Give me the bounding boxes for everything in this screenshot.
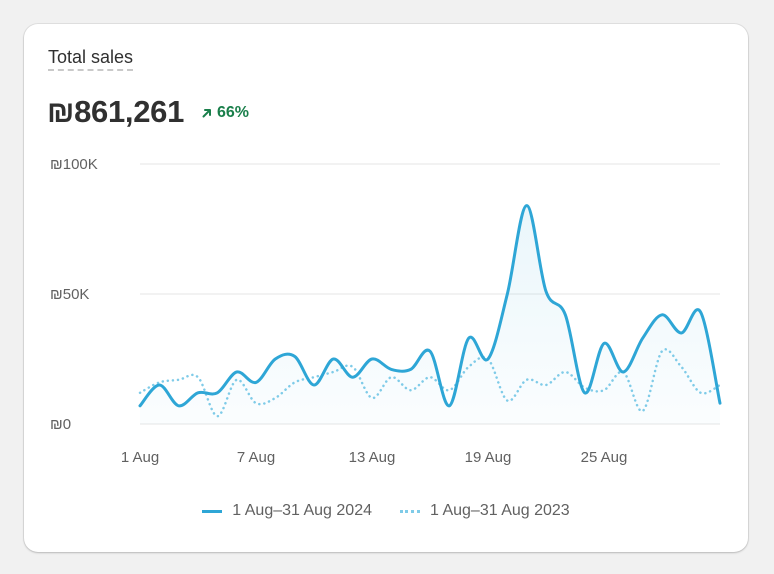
point-2023[interactable] (525, 378, 529, 382)
point-2023[interactable] (138, 391, 142, 395)
point-2024[interactable] (467, 336, 471, 340)
point-2024[interactable] (273, 357, 277, 361)
point-2023[interactable] (641, 409, 645, 413)
point-2024[interactable] (254, 380, 258, 384)
point-2023[interactable] (679, 365, 683, 369)
point-2023[interactable] (215, 414, 219, 418)
point-2023[interactable] (389, 375, 393, 379)
point-2023[interactable] (563, 370, 567, 374)
point-2023[interactable] (583, 386, 587, 390)
point-2024[interactable] (428, 349, 432, 353)
point-2024[interactable] (602, 341, 606, 345)
point-2023[interactable] (660, 349, 664, 353)
point-2023[interactable] (718, 383, 722, 387)
legend-swatch-dotted (400, 509, 420, 513)
point-2023[interactable] (177, 378, 181, 382)
point-2024[interactable] (563, 313, 567, 317)
legend-label-2023: 1 Aug–31 Aug 2023 (430, 502, 570, 519)
point-2024[interactable] (215, 391, 219, 395)
total-sales-card: Total sales ₪861,261 66% ₪100K ₪50K ₪0 1 Au… (24, 24, 748, 552)
point-2023[interactable] (293, 380, 297, 384)
x-tick-label: 13 Aug (349, 449, 396, 466)
point-2023[interactable] (331, 370, 335, 374)
point-2024[interactable] (679, 331, 683, 335)
point-2023[interactable] (312, 375, 316, 379)
point-2023[interactable] (351, 365, 355, 369)
y-tick-label: ₪0 (50, 416, 71, 433)
point-2024[interactable] (486, 357, 490, 361)
point-2023[interactable] (254, 401, 258, 405)
point-2023[interactable] (467, 365, 471, 369)
point-2024[interactable] (157, 383, 161, 387)
point-2024[interactable] (370, 357, 374, 361)
point-2024[interactable] (718, 401, 722, 405)
point-2024[interactable] (389, 367, 393, 371)
x-tick-label: 1 Aug (121, 449, 159, 466)
point-2024[interactable] (447, 404, 451, 408)
point-2023[interactable] (273, 396, 277, 400)
point-2023[interactable] (196, 375, 200, 379)
point-2024[interactable] (409, 367, 413, 371)
point-2024[interactable] (177, 404, 181, 408)
x-tick-label: 19 Aug (465, 449, 512, 466)
point-2024[interactable] (138, 404, 142, 408)
point-2023[interactable] (447, 388, 451, 392)
point-2023[interactable] (235, 378, 239, 382)
sales-change-percent: 66% (217, 104, 250, 121)
series-2024-line[interactable] (138, 204, 722, 408)
legend-swatch-solid (202, 509, 223, 513)
point-2023[interactable] (370, 396, 374, 400)
point-2024[interactable] (583, 391, 587, 395)
point-2024[interactable] (235, 370, 239, 374)
point-2024[interactable] (505, 292, 509, 296)
point-2024[interactable] (525, 204, 529, 208)
point-2024[interactable] (699, 310, 703, 314)
arrow-up-right-icon (202, 109, 211, 118)
point-2024[interactable] (331, 357, 335, 361)
point-2023[interactable] (699, 391, 703, 395)
point-2023[interactable] (602, 388, 606, 392)
point-2024[interactable] (196, 391, 200, 395)
legend-label-2024: 1 Aug–31 Aug 2024 (232, 502, 372, 519)
sales-change-badge: 66% (201, 104, 249, 122)
point-2024[interactable] (621, 370, 625, 374)
point-2023[interactable] (505, 399, 509, 403)
x-tick-label: 25 Aug (581, 449, 628, 466)
point-2024[interactable] (293, 354, 297, 358)
legend-item-2024[interactable]: 1 Aug–31 Aug 2024 (202, 502, 372, 520)
total-sales-value: ₪861,261 (47, 94, 185, 129)
point-2023[interactable] (428, 375, 432, 379)
point-2024[interactable] (351, 375, 355, 379)
x-tick-label: 7 Aug (237, 449, 275, 466)
series-2024-area (140, 205, 720, 424)
point-2024[interactable] (641, 336, 645, 340)
card-title[interactable]: Total sales (48, 47, 134, 71)
point-2023[interactable] (409, 388, 413, 392)
sales-line-chart[interactable]: ₪100K ₪50K ₪0 1 Aug 7 Aug 13 Aug 19 Aug 25 Aug (24, 24, 748, 494)
point-2024[interactable] (544, 289, 548, 293)
chart-legend: 1 Aug–31 Aug 2024 1 Aug–31 Aug 2023 (24, 502, 748, 520)
y-tick-label: ₪50K (50, 286, 89, 303)
point-2023[interactable] (544, 383, 548, 387)
point-2024[interactable] (660, 313, 664, 317)
y-tick-label: ₪100K (50, 156, 98, 173)
legend-item-2023[interactable]: 1 Aug–31 Aug 2023 (400, 502, 570, 520)
point-2024[interactable] (312, 383, 316, 387)
